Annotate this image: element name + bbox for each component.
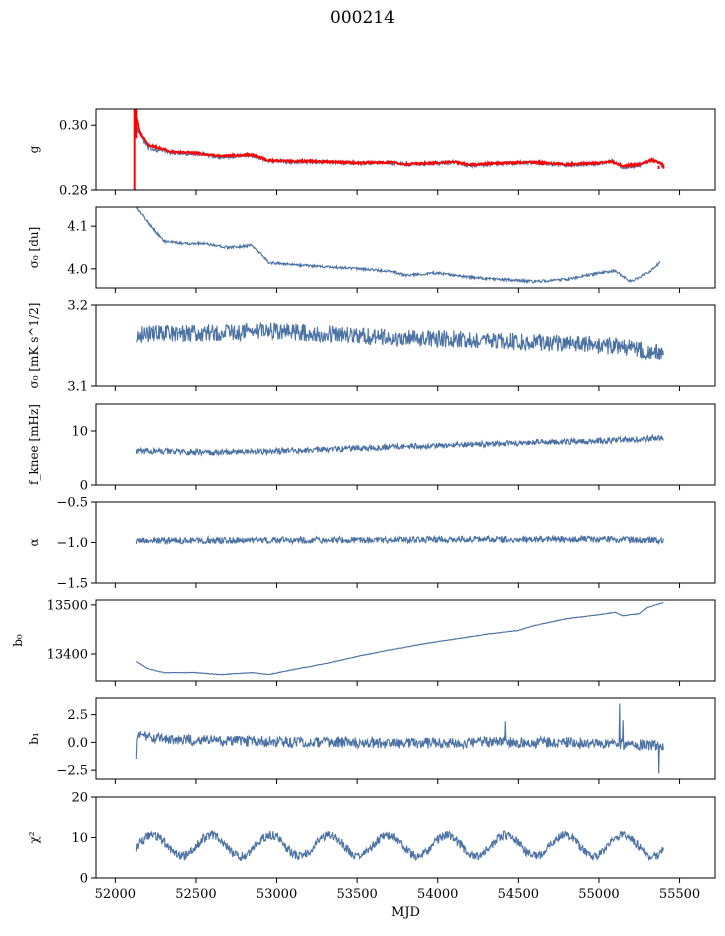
- x-tick-label: 52500: [175, 887, 216, 902]
- y-tick-label: −0.5: [56, 496, 88, 511]
- x-axis-label: MJD: [391, 905, 420, 920]
- y-axis-label: σ₀ [mK s^1/2]: [27, 303, 41, 389]
- series-line-5-1: [135, 534, 664, 546]
- y-axis-label: χ²: [27, 831, 41, 843]
- x-tick-label: 55000: [578, 887, 619, 902]
- y-tick-label: 10: [71, 425, 88, 440]
- y-tick-label: 3.1: [67, 380, 88, 395]
- y-tick-label: 0: [80, 872, 88, 887]
- y-tick-label: −1.5: [56, 577, 88, 592]
- y-axis-label: f_knee [mHz]: [27, 404, 41, 485]
- x-tick-label: 55500: [659, 887, 700, 902]
- y-tick-label: 0.30: [59, 119, 88, 134]
- panel-frame-2: [95, 206, 716, 289]
- y-axis-label: α: [27, 538, 41, 546]
- y-tick-label: 13400: [47, 648, 88, 663]
- y-tick-label: 13500: [47, 598, 88, 613]
- x-tick-label: 53500: [336, 887, 377, 902]
- x-tick-label: 53000: [256, 887, 297, 902]
- figure-title: 000214: [330, 8, 395, 28]
- y-tick-label: −2.5: [56, 764, 88, 779]
- y-axis-label: σ₀ [du]: [27, 227, 41, 269]
- series-line-6-1: [136, 601, 664, 676]
- y-tick-label: −1.0: [56, 536, 88, 551]
- x-tick-label: 54000: [417, 887, 458, 902]
- y-axis-label: b₁: [27, 732, 41, 745]
- y-tick-label: 10: [71, 831, 88, 846]
- y-axis-label: g: [27, 145, 41, 153]
- x-tick-label: 52000: [95, 887, 136, 902]
- panel-frame-6: [95, 599, 716, 682]
- y-tick-label: 20: [71, 791, 88, 806]
- series-line-4-1: [135, 433, 664, 457]
- y-tick-label: 0.28: [59, 184, 88, 199]
- series-line-1-1: [134, 124, 664, 171]
- panel-frame-3: [95, 304, 716, 387]
- y-tick-label: 2.5: [67, 708, 88, 723]
- panel-frame-4: [95, 403, 716, 486]
- panel-frame-7: [95, 697, 716, 780]
- y-tick-label: 4.0: [67, 262, 88, 277]
- y-tick-label: 4.1: [67, 220, 88, 235]
- x-tick-label: 54500: [498, 887, 539, 902]
- series-line-3-1: [135, 321, 664, 361]
- y-tick-label: 0.0: [67, 736, 88, 751]
- panel-frame-1: [95, 108, 716, 191]
- series-line-8-1: [135, 830, 664, 862]
- series-line-7-1: [135, 703, 664, 774]
- panel-frame-5: [95, 501, 716, 584]
- series-line-1-2: [133, 109, 664, 169]
- y-tick-label: 0: [80, 479, 88, 494]
- y-axis-label: b₀: [11, 634, 25, 647]
- y-tick-label: 3.2: [67, 299, 88, 314]
- series-line-2-1: [136, 206, 661, 285]
